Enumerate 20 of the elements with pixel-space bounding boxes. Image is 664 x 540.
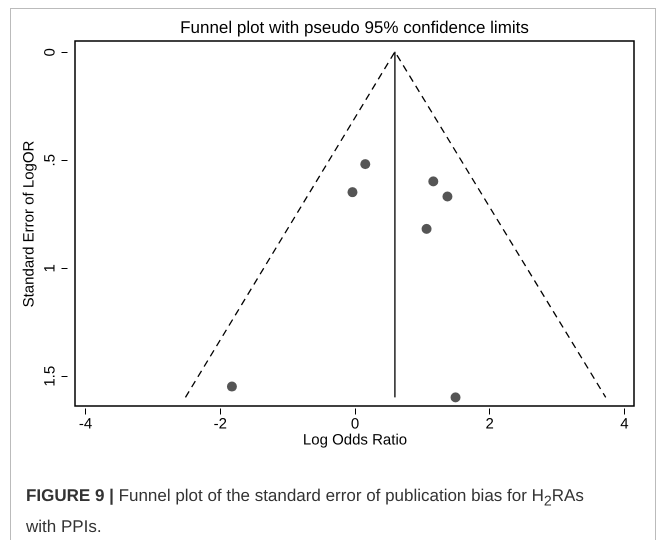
y-tick-label: 1.5	[42, 366, 58, 387]
text: FIGURE 9 | Funnel plot of the standard error of publication bias for H$_{2}$RAs with PPIs.	[26, 486, 584, 536]
point	[226, 382, 237, 392]
point	[347, 187, 358, 198]
x-tick-label: -2	[214, 416, 227, 432]
point	[360, 159, 370, 170]
x-tick-label: 4	[620, 416, 629, 432]
point	[450, 392, 461, 402]
y-tick-label: 1	[42, 264, 58, 272]
point	[442, 192, 452, 202]
y-tick-label: .5	[42, 154, 58, 167]
chart-title: Funnel plot with pseudo 95% confidence limits	[180, 18, 529, 37]
x-tick-label: -4	[78, 416, 92, 432]
y-axis-title: Standard Error of LogOR	[20, 140, 38, 308]
y-tick-label: 0	[42, 48, 58, 56]
x-tick-label: 0	[350, 416, 360, 432]
x-axis-title: Log Odds Ratio	[302, 432, 408, 448]
x-tick-label: 2	[486, 416, 494, 432]
point	[428, 176, 438, 186]
point	[422, 224, 432, 234]
